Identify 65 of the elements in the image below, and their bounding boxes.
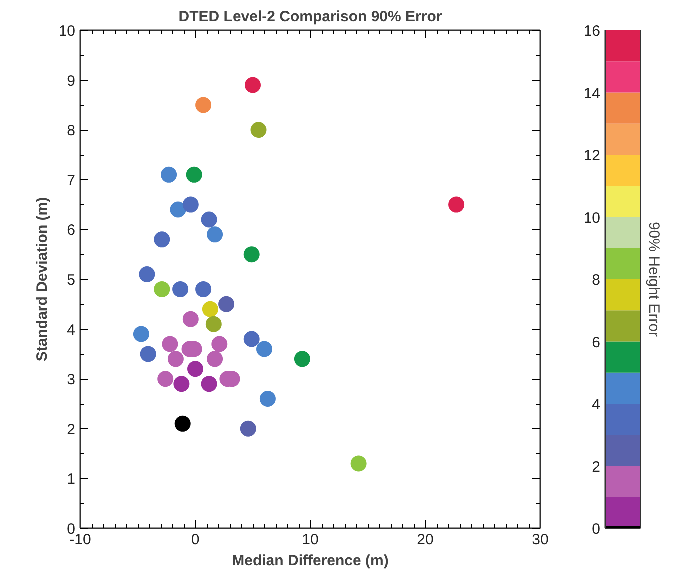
y-tick-label: 8 <box>67 122 76 140</box>
point <box>207 226 224 243</box>
point <box>172 281 189 298</box>
color-bar-label: 8 <box>592 272 600 289</box>
color-bar-label: 4 <box>592 396 600 414</box>
color-bar-label: 0 <box>592 521 600 538</box>
point <box>196 97 212 114</box>
y-tick-label: 5 <box>67 272 76 289</box>
color-bar-title: 90% Height Error <box>646 222 662 338</box>
color-bar-label: 6 <box>592 334 600 352</box>
point <box>139 266 156 283</box>
point <box>202 301 218 318</box>
point <box>188 361 204 378</box>
y-tick-label: 4 <box>67 322 76 339</box>
point <box>174 416 191 432</box>
point <box>161 166 178 183</box>
color-bar-label: 10 <box>584 210 601 227</box>
x-tick-label: 30 <box>532 532 549 548</box>
point <box>240 420 256 437</box>
color-bar-label: 14 <box>584 85 601 102</box>
point <box>256 341 272 358</box>
point <box>182 311 199 328</box>
color-bar-label: 16 <box>584 23 601 40</box>
y-axis-title: Standard Deviation (m) <box>34 197 51 362</box>
point <box>448 196 465 213</box>
color-bar-label: 2 <box>592 458 600 476</box>
point <box>133 326 150 342</box>
chart-title: DTED Level-2 Comparison 90% Error <box>178 8 442 26</box>
point <box>182 196 199 213</box>
point <box>140 346 156 362</box>
x-tick-label: 20 <box>417 532 434 548</box>
point <box>206 316 222 332</box>
point <box>162 336 178 352</box>
y-tick-label: 9 <box>67 72 76 90</box>
color-bar-label: 12 <box>584 148 601 164</box>
point <box>244 246 260 263</box>
point <box>250 122 267 138</box>
point <box>196 281 212 298</box>
point <box>154 281 170 298</box>
point <box>186 166 202 183</box>
point <box>294 351 310 368</box>
point <box>158 371 174 388</box>
point <box>174 376 190 392</box>
point <box>201 212 218 228</box>
point <box>201 376 218 392</box>
x-tick-label: 10 <box>302 532 319 548</box>
x-axis-title: Median Difference (m) <box>232 552 389 570</box>
y-tick-label: 3 <box>67 372 76 389</box>
point <box>207 351 224 368</box>
y-tick-label: 1 <box>67 471 76 488</box>
y-tick-label: 7 <box>67 172 76 190</box>
point <box>260 391 276 408</box>
point <box>350 456 367 472</box>
point <box>170 202 186 218</box>
point <box>244 331 260 348</box>
point <box>168 351 184 368</box>
point <box>154 232 170 248</box>
point <box>245 77 261 94</box>
point <box>218 296 235 312</box>
y-tick-label: 2 <box>67 421 76 438</box>
y-tick-label: 0 <box>67 521 76 538</box>
y-tick-label: 6 <box>67 222 76 240</box>
x-tick-label: 0 <box>191 532 200 548</box>
y-tick-label: 10 <box>58 23 76 40</box>
point <box>212 336 228 352</box>
